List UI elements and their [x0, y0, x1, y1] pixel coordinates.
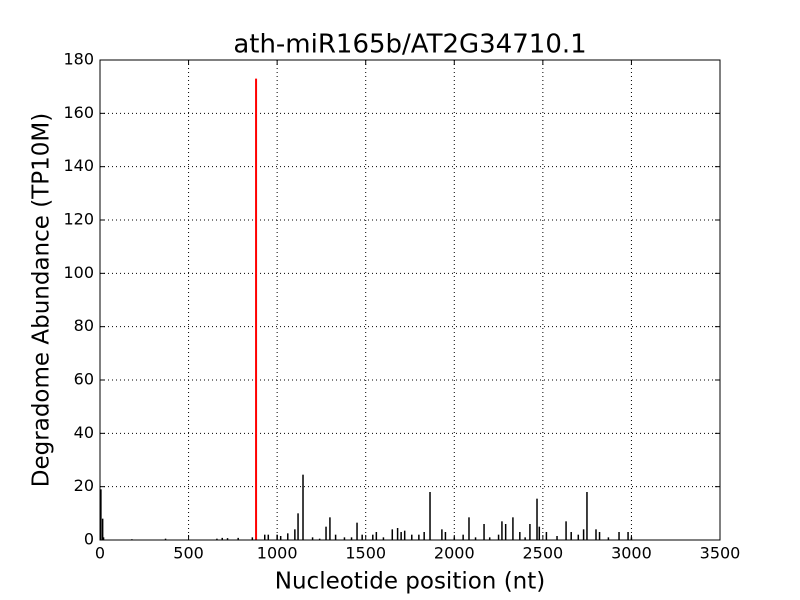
y-tick-label: 100	[63, 263, 94, 282]
y-tick-label: 60	[74, 370, 94, 389]
y-tick-label: 180	[63, 50, 94, 69]
y-tick-label: 40	[74, 423, 94, 442]
y-tick-label: 160	[63, 103, 94, 122]
x-axis-label: Nucleotide position (nt)	[275, 569, 545, 595]
y-tick-label: 20	[74, 476, 94, 495]
x-tick-label: 2000	[434, 544, 475, 563]
x-tick-label: 500	[173, 544, 204, 563]
y-tick-label: 120	[63, 210, 94, 229]
x-tick-label: 2500	[522, 544, 563, 563]
x-tick-label: 3500	[700, 544, 741, 563]
plot-frame	[99, 59, 721, 541]
x-tick-label: 0	[95, 544, 105, 563]
y-tick-label: 0	[84, 530, 94, 549]
y-axis-label: Degradome Abundance (TP10M)	[29, 113, 55, 487]
x-tick-label: 1000	[257, 544, 298, 563]
chart-title: ath-miR165b/AT2G34710.1	[233, 30, 586, 60]
y-tick-label: 140	[63, 156, 94, 175]
y-tick-label: 80	[74, 316, 94, 335]
x-tick-label: 1500	[345, 544, 386, 563]
x-tick-label: 3000	[611, 544, 652, 563]
